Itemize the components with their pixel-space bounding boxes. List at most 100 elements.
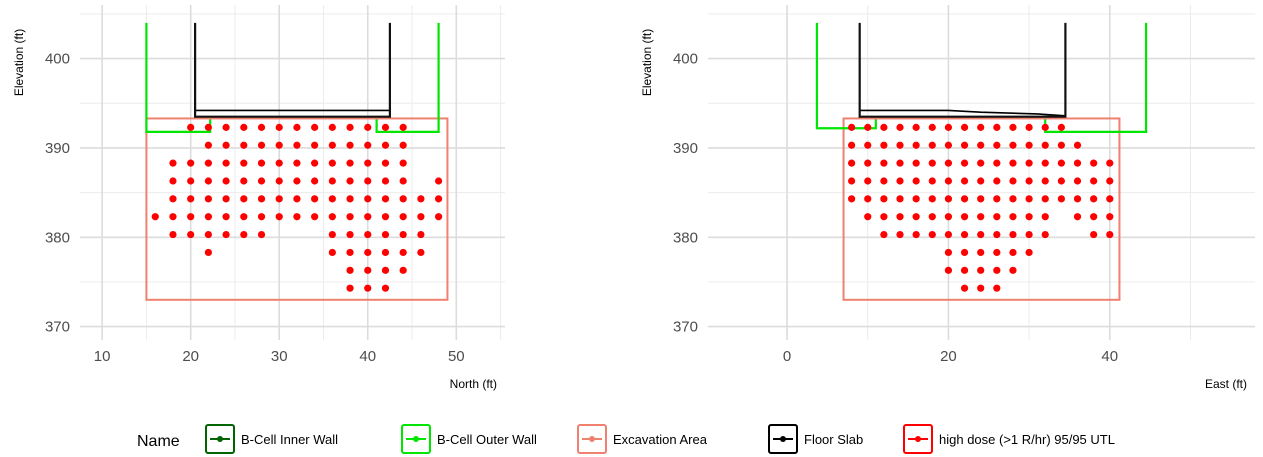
high-dose-point — [257, 213, 266, 221]
high-dose-point — [912, 195, 920, 203]
b-cell-outer-wall — [145, 22, 212, 133]
high-dose-point — [399, 123, 407, 131]
legend-title: Name — [137, 433, 180, 450]
high-dose-point — [977, 159, 985, 167]
high-dose-point — [328, 195, 336, 203]
legend-key-point — [780, 436, 786, 442]
high-dose-point — [960, 284, 969, 292]
high-dose-point — [311, 213, 319, 221]
b-cell-outer-wall — [375, 22, 440, 133]
high-dose-point — [381, 177, 390, 185]
high-dose-point — [257, 195, 266, 203]
high-dose-point — [257, 123, 266, 131]
high-dose-point — [977, 177, 985, 185]
high-dose-point — [1106, 195, 1114, 203]
high-dose-point — [328, 248, 336, 257]
high-dose-point — [399, 248, 407, 257]
y-tick-label: 400 — [45, 51, 70, 68]
high-dose-point — [381, 141, 390, 149]
high-dose-point — [880, 159, 888, 167]
high-dose-point — [1106, 213, 1114, 221]
high-dose-point — [417, 195, 425, 203]
high-dose-point — [187, 230, 195, 239]
legend-entry-label: Floor Slab — [804, 432, 863, 447]
high-dose-point — [864, 159, 872, 167]
high-dose-point — [169, 177, 177, 185]
high-dose-point — [346, 248, 354, 257]
high-dose-point — [977, 123, 985, 131]
x-tick-label: 40 — [359, 348, 376, 365]
high-dose-point — [275, 123, 283, 131]
high-dose-point — [944, 177, 953, 185]
high-dose-point — [187, 159, 195, 167]
high-dose-point — [944, 213, 953, 221]
legend-key-point — [217, 436, 223, 442]
high-dose-point — [328, 123, 336, 131]
high-dose-point — [257, 177, 266, 185]
high-dose-point — [204, 123, 212, 131]
high-dose-point — [993, 266, 1001, 274]
high-dose-point — [848, 177, 856, 185]
high-dose-point — [328, 177, 336, 185]
high-dose-point — [240, 159, 248, 167]
high-dose-point — [346, 159, 354, 167]
high-dose-point — [293, 141, 301, 149]
high-dose-point — [204, 141, 212, 149]
high-dose-point — [222, 177, 230, 185]
high-dose-point — [240, 195, 248, 203]
legend-entry-label: B-Cell Outer Wall — [437, 432, 537, 447]
high-dose-point — [977, 266, 985, 274]
high-dose-point — [169, 230, 177, 239]
x-tick-label: 40 — [1101, 348, 1118, 365]
high-dose-point — [1090, 213, 1098, 221]
high-dose-point — [381, 213, 390, 221]
high-dose-point — [434, 213, 443, 221]
high-dose-point — [417, 248, 425, 257]
high-dose-point — [399, 213, 407, 221]
high-dose-point — [912, 230, 920, 239]
high-dose-point — [222, 159, 230, 167]
x-tick-label: 10 — [94, 348, 111, 365]
high-dose-point — [993, 195, 1001, 203]
high-dose-point — [293, 195, 301, 203]
y-tick-label: 370 — [45, 319, 70, 336]
high-dose-point — [993, 177, 1001, 185]
high-dose-point — [880, 177, 888, 185]
high-dose-point — [381, 195, 390, 203]
high-dose-point — [257, 141, 266, 149]
high-dose-point — [944, 266, 953, 274]
high-dose-point — [1009, 195, 1017, 203]
x-tick-label: 30 — [271, 348, 288, 365]
y-tick-label: 390 — [45, 140, 70, 157]
high-dose-point — [960, 195, 969, 203]
high-dose-point — [848, 123, 856, 131]
y-tick-label: 380 — [673, 229, 698, 246]
high-dose-point — [240, 213, 248, 221]
high-dose-point — [848, 141, 856, 149]
high-dose-point — [1090, 230, 1098, 239]
high-dose-point — [912, 159, 920, 167]
high-dose-point — [434, 195, 443, 203]
high-dose-point — [880, 123, 888, 131]
high-dose-point — [328, 159, 336, 167]
high-dose-point — [993, 284, 1001, 292]
high-dose-point — [204, 248, 212, 257]
high-dose-point — [346, 195, 354, 203]
high-dose-point — [993, 213, 1001, 221]
high-dose-point — [346, 123, 354, 131]
high-dose-point — [896, 123, 904, 131]
high-dose-point — [1090, 159, 1098, 167]
high-dose-point — [960, 123, 969, 131]
high-dose-point — [222, 123, 230, 131]
high-dose-point — [977, 213, 985, 221]
high-dose-point — [848, 159, 856, 167]
legend-entry-label: Excavation Area — [613, 432, 708, 447]
high-dose-point — [1106, 177, 1114, 185]
high-dose-point — [293, 177, 301, 185]
high-dose-point — [311, 195, 319, 203]
high-dose-point — [222, 213, 230, 221]
high-dose-point — [293, 159, 301, 167]
high-dose-point — [399, 159, 407, 167]
high-dose-point — [977, 248, 985, 257]
